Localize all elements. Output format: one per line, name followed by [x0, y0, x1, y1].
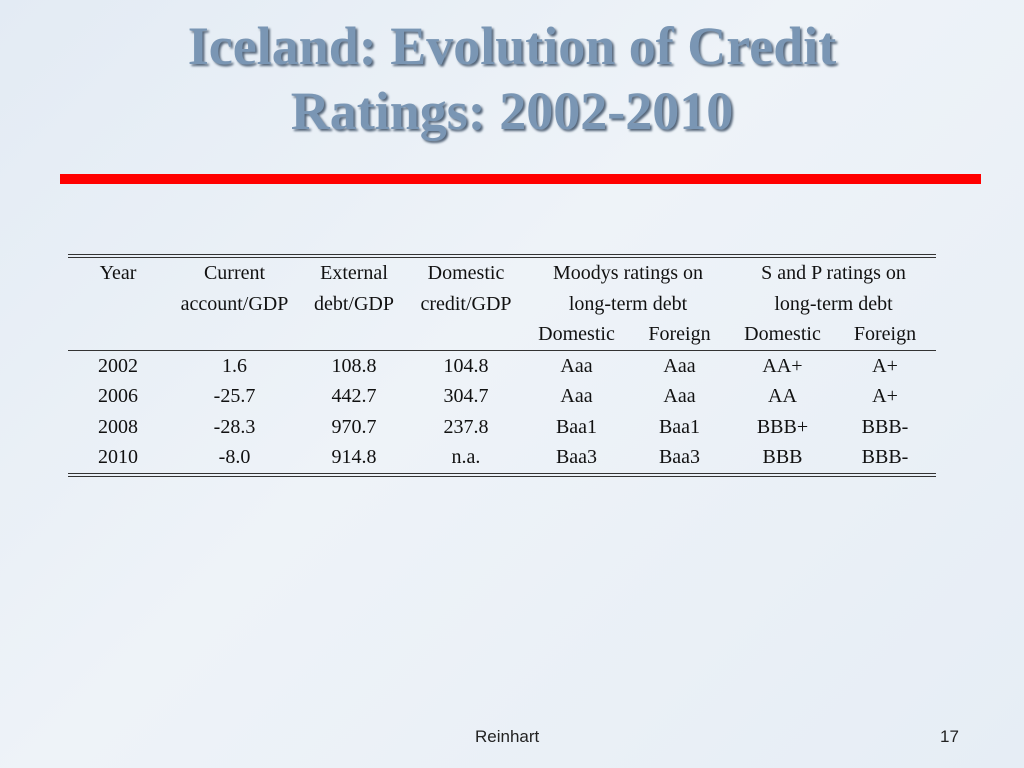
- header-domestic-credit: Domestic: [427, 262, 505, 284]
- header-spacer: [301, 319, 407, 351]
- header-year: Year: [99, 262, 137, 284]
- header-spacer: [68, 319, 168, 351]
- cell-domestic-credit: n.a.: [451, 446, 481, 468]
- header-moodys-foreign: Foreign: [628, 319, 731, 351]
- cell-moodys-foreign: Baa3: [658, 446, 701, 468]
- cell-external-debt: 970.7: [331, 415, 377, 438]
- cell-year: 2002: [98, 354, 138, 377]
- cell-moodys-domestic: Baa3: [555, 446, 598, 468]
- cell-sp-foreign: BBB-: [861, 446, 909, 468]
- header-spacer: [168, 319, 301, 351]
- cell-current-account: -25.7: [213, 385, 256, 407]
- cell-sp-domestic: AA: [768, 385, 797, 407]
- cell-sp-foreign: A+: [872, 385, 898, 407]
- cell-moodys-domestic: Aaa: [560, 354, 593, 377]
- cell-sp-domestic: BBB+: [756, 415, 809, 438]
- cell-moodys-foreign: Aaa: [663, 385, 696, 407]
- header-sp-domestic: Domestic: [731, 319, 834, 351]
- cell-year: 2008: [98, 415, 138, 438]
- cell-sp-domestic: AA+: [762, 354, 803, 377]
- cell-domestic-credit: 237.8: [443, 415, 489, 438]
- header-current-account: Current: [203, 262, 266, 284]
- cell-external-debt: 914.8: [331, 446, 377, 468]
- table-row: 2006 -25.7 442.7 304.7 Aaa Aaa AA A+: [68, 381, 936, 412]
- header-sp-sub: long-term debt: [774, 292, 893, 315]
- cell-external-debt: 442.7: [331, 385, 377, 407]
- header-moodys-domestic: Domestic: [525, 319, 628, 351]
- cell-sp-foreign: BBB-: [861, 415, 909, 438]
- cell-sp-domestic: BBB: [762, 446, 803, 468]
- cell-moodys-domestic: Aaa: [560, 385, 593, 407]
- header-spacer: [407, 319, 525, 351]
- title-line-1: Iceland: Evolution of Credit: [187, 16, 837, 76]
- cell-current-account: 1.6: [222, 354, 247, 377]
- header-external-debt: External: [320, 262, 388, 284]
- title-line-2: Ratings: 2002-2010: [290, 80, 734, 141]
- header-current-account-sub: account/GDP: [180, 292, 289, 315]
- cell-year: 2010: [98, 446, 138, 468]
- cell-moodys-domestic: Baa1: [555, 415, 598, 438]
- cell-domestic-credit: 104.8: [443, 354, 489, 377]
- title-underline-rule: [60, 174, 981, 184]
- table-row: 2010 -8.0 914.8 n.a. Baa3 Baa3 BBB BBB-: [68, 442, 936, 475]
- cell-external-debt: 108.8: [331, 354, 377, 377]
- header-external-debt-sub: debt/GDP: [314, 292, 394, 315]
- cell-current-account: -8.0: [218, 446, 251, 468]
- header-sp-foreign: Foreign: [834, 319, 936, 351]
- header-spacer: [68, 289, 168, 320]
- header-row: Year Current External Domestic Moodys ra…: [68, 256, 936, 289]
- header-sp-ratings: S and P ratings on: [761, 262, 906, 284]
- header-domestic-credit-sub: credit/GDP: [420, 292, 512, 315]
- footer-author: Reinhart: [475, 727, 540, 746]
- cell-year: 2006: [98, 385, 138, 407]
- credit-ratings-table: Year Current External Domestic Moodys ra…: [68, 254, 936, 477]
- header-moodys-sub: long-term debt: [568, 292, 688, 315]
- cell-current-account: -28.3: [213, 415, 256, 438]
- header-moodys-ratings: Moodys ratings on: [553, 262, 703, 284]
- cell-moodys-foreign: Aaa: [663, 354, 696, 377]
- header-row: Domestic Foreign Domestic Foreign: [68, 319, 936, 351]
- slide-title: Iceland: Evolution of Credit Ratings: 20…: [0, 14, 1024, 144]
- table-row: 2008 -28.3 970.7 237.8 Baa1 Baa1 BBB+ BB…: [68, 412, 936, 443]
- cell-domestic-credit: 304.7: [443, 385, 489, 407]
- slide-number: 17: [940, 727, 959, 746]
- cell-sp-foreign: A+: [872, 354, 898, 377]
- header-row: account/GDP debt/GDP credit/GDP long-ter…: [68, 289, 936, 320]
- table-row: 2002 1.6 108.8 104.8 Aaa Aaa AA+ A+: [68, 350, 936, 381]
- cell-moodys-foreign: Baa1: [658, 415, 701, 438]
